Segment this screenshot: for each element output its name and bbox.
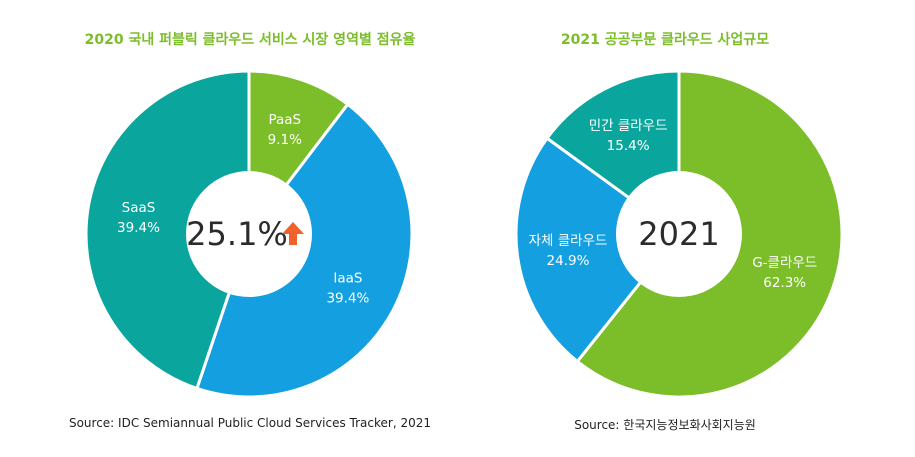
- left-slice-label-2: SaaS: [122, 200, 156, 216]
- chart-left: 2020 국내 퍼블릭 클라우드 서비스 시장 영역별 점유율 PaaS 9.1%…: [68, 32, 432, 430]
- left-slice-2: [84, 69, 251, 390]
- left-slice-value-2: 39.4%: [117, 220, 160, 236]
- left-center-label: 25.1%: [186, 215, 288, 253]
- right-slice-value-2: 15.4%: [607, 138, 650, 154]
- chart-left-title: 2020 국내 퍼블릭 클라우드 서비스 시장 영역별 점유율: [84, 32, 416, 48]
- up-arrow-icon: [282, 222, 304, 245]
- chart-right-title: 2021 공공부문 클라우드 사업규모: [560, 32, 770, 48]
- right-slice-label-2: 민간 클라우드: [589, 118, 668, 134]
- right-slice-label-0: G-클라우드: [752, 255, 817, 271]
- right-slice-value-1: 24.9%: [547, 253, 590, 269]
- right-center-label: 2021: [638, 215, 719, 253]
- left-donut-hole: [186, 171, 312, 297]
- chart-right: 2021 공공부문 클라우드 사업규모 G-클라우드 62.3% 자체 클라우드 24…: [415, 0, 915, 457]
- right-slice-1: [514, 136, 681, 363]
- right-slice-label-1: 자체 클라우드: [529, 233, 608, 249]
- left-slice-value-0: 9.1%: [268, 132, 302, 148]
- right-donut-hole: [616, 171, 742, 297]
- left-slice-value-1: 39.4%: [326, 291, 369, 307]
- left-slice-label-1: IaaS: [333, 271, 362, 287]
- chart-left-svg: PaaS 9.1% IaaS 39.4% SaaS 39.4% 25.1%: [84, 69, 414, 399]
- chart-right-source: Source: 한국지능정보화사회지능원: [574, 418, 756, 432]
- left-slice-label-0: PaaS: [268, 112, 301, 128]
- chart-left-source: Source: IDC Semiannual Public Cloud Serv…: [68, 416, 432, 430]
- right-slice-value-0: 62.3%: [763, 275, 806, 291]
- chart-right-svg: G-클라우드 62.3% 자체 클라우드 24.9% 민간 클라우드 15.4% 2021: [514, 69, 844, 399]
